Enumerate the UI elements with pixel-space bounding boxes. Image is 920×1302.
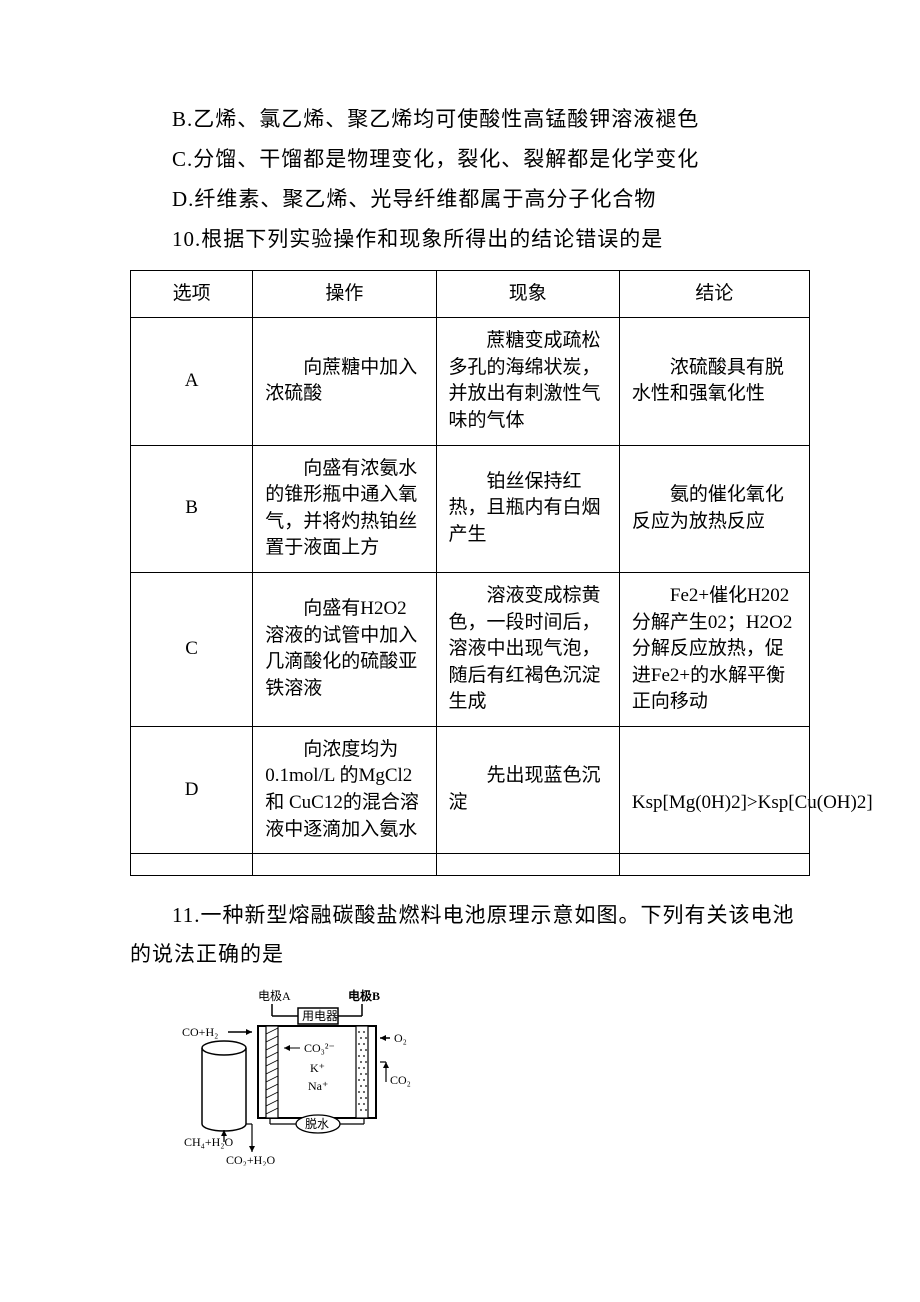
fuel-cell-svg: 电极A 电极B 用电器 CO+H₂ bbox=[180, 986, 440, 1166]
label-tuoshui: 脱水 bbox=[305, 1116, 329, 1131]
option-c-text: C.分馏、干馏都是物理变化，裂化、裂解都是化学变化 bbox=[130, 140, 810, 180]
cell-option-c: C bbox=[131, 572, 253, 726]
label-co3: CO₃²⁻ bbox=[304, 1041, 335, 1055]
header-phenomenon: 现象 bbox=[436, 270, 619, 318]
cell-option-d: D bbox=[131, 726, 253, 853]
label-o2: O₂ bbox=[394, 1031, 407, 1045]
header-operation: 操作 bbox=[253, 270, 436, 318]
question-11-text: 11.一种新型熔融碳酸盐燃料电池原理示意如图。下列有关该电池的说法正确的是 bbox=[130, 896, 810, 974]
cell-operation-b: 向盛有浓氨水的锥形瓶中通入氧气，并将灼热铂丝置于液面上方 bbox=[253, 445, 436, 572]
table-row: C 向盛有H2O2 溶液的试管中加入几滴酸化的硫酸亚铁溶液 溶液变成棕黄色，一段… bbox=[131, 572, 810, 726]
experiment-table: 选项 操作 现象 结论 A 向蔗糖中加入浓硫酸 蔗糖变成疏松多孔的海绵状炭，并放… bbox=[130, 270, 810, 877]
header-conclusion: 结论 bbox=[619, 270, 809, 318]
cell-conclusion-b: 氨的催化氧化反应为放热反应 bbox=[619, 445, 809, 572]
table-empty-row bbox=[131, 854, 810, 876]
cell-operation-a: 向蔗糖中加入浓硫酸 bbox=[253, 318, 436, 445]
cell-phenomenon-a: 蔗糖变成疏松多孔的海绵状炭，并放出有刺激性气味的气体 bbox=[436, 318, 619, 445]
empty-cell bbox=[131, 854, 253, 876]
cell-option-b: B bbox=[131, 445, 253, 572]
cell-phenomenon-d: 先出现蓝色沉淀 bbox=[436, 726, 619, 853]
experiment-table-container: 选项 操作 现象 结论 A 向蔗糖中加入浓硫酸 蔗糖变成疏松多孔的海绵状炭，并放… bbox=[130, 270, 810, 877]
co-h2-arrow-head bbox=[246, 1029, 252, 1035]
table-row: D 向浓度均为0.1mol/L 的MgCl2 和 CuC12的混合溶液中逐滴加入… bbox=[131, 726, 810, 853]
cell-phenomenon-b: 铂丝保持红热，且瓶内有白烟产生 bbox=[436, 445, 619, 572]
label-device: 用电器 bbox=[302, 1009, 338, 1023]
table-row: B 向盛有浓氨水的锥形瓶中通入氧气，并将灼热铂丝置于液面上方 铂丝保持红热，且瓶… bbox=[131, 445, 810, 572]
cell-conclusion-a: 浓硫酸具有脱水性和强氧化性 bbox=[619, 318, 809, 445]
label-electrode-b: 电极B bbox=[348, 988, 380, 1003]
electrode-b-rect bbox=[356, 1026, 368, 1118]
cell-operation-c: 向盛有H2O2 溶液的试管中加入几滴酸化的硫酸亚铁溶液 bbox=[253, 572, 436, 726]
option-d-text: D.纤维素、聚乙烯、光导纤维都属于高分子化合物 bbox=[130, 180, 810, 220]
label-electrode-a: 电极A bbox=[258, 989, 291, 1003]
label-k: K⁺ bbox=[310, 1061, 325, 1075]
electrode-a-rect bbox=[266, 1026, 278, 1118]
co2h2o-arrow-head bbox=[249, 1146, 255, 1152]
label-na: Na⁺ bbox=[308, 1079, 328, 1093]
empty-cell bbox=[436, 854, 619, 876]
header-option: 选项 bbox=[131, 270, 253, 318]
co2-arrow-head-up bbox=[383, 1062, 389, 1068]
label-ch4-h2o: CH₄+H₂O bbox=[184, 1135, 233, 1149]
cell-operation-d: 向浓度均为0.1mol/L 的MgCl2 和 CuC12的混合溶液中逐滴加入氨水 bbox=[253, 726, 436, 853]
cell-phenomenon-c: 溶液变成棕黄色，一段时间后，溶液中出现气泡，随后有红褐色沉淀生成 bbox=[436, 572, 619, 726]
table-header-row: 选项 操作 现象 结论 bbox=[131, 270, 810, 318]
reformer-top bbox=[202, 1041, 246, 1055]
label-co-h2: CO+H₂ bbox=[182, 1025, 218, 1039]
question-10-text: 10.根据下列实验操作和现象所得出的结论错误的是 bbox=[130, 220, 810, 260]
o2-arrow-head bbox=[380, 1035, 386, 1041]
reformer-bottom bbox=[202, 1124, 246, 1131]
fuel-cell-diagram: 电极A 电极B 用电器 CO+H₂ bbox=[180, 986, 440, 1166]
option-b-text: B.乙烯、氯乙烯、聚乙烯均可使酸性高锰酸钾溶液褪色 bbox=[130, 100, 810, 140]
cell-option-a: A bbox=[131, 318, 253, 445]
empty-cell bbox=[619, 854, 809, 876]
label-co2-h2o: CO₂+H₂O bbox=[226, 1153, 275, 1166]
empty-cell bbox=[253, 854, 436, 876]
table-row: A 向蔗糖中加入浓硫酸 蔗糖变成疏松多孔的海绵状炭，并放出有刺激性气味的气体 浓… bbox=[131, 318, 810, 445]
cell-conclusion-c: Fe2+催化H202 分解产生02；H2O2 分解反应放热，促进Fe2+的水解平… bbox=[619, 572, 809, 726]
cell-conclusion-d: Ksp[Mg(0H)2]>Ksp[Cu(OH)2] bbox=[619, 726, 809, 853]
label-co2: CO₂ bbox=[390, 1073, 411, 1087]
